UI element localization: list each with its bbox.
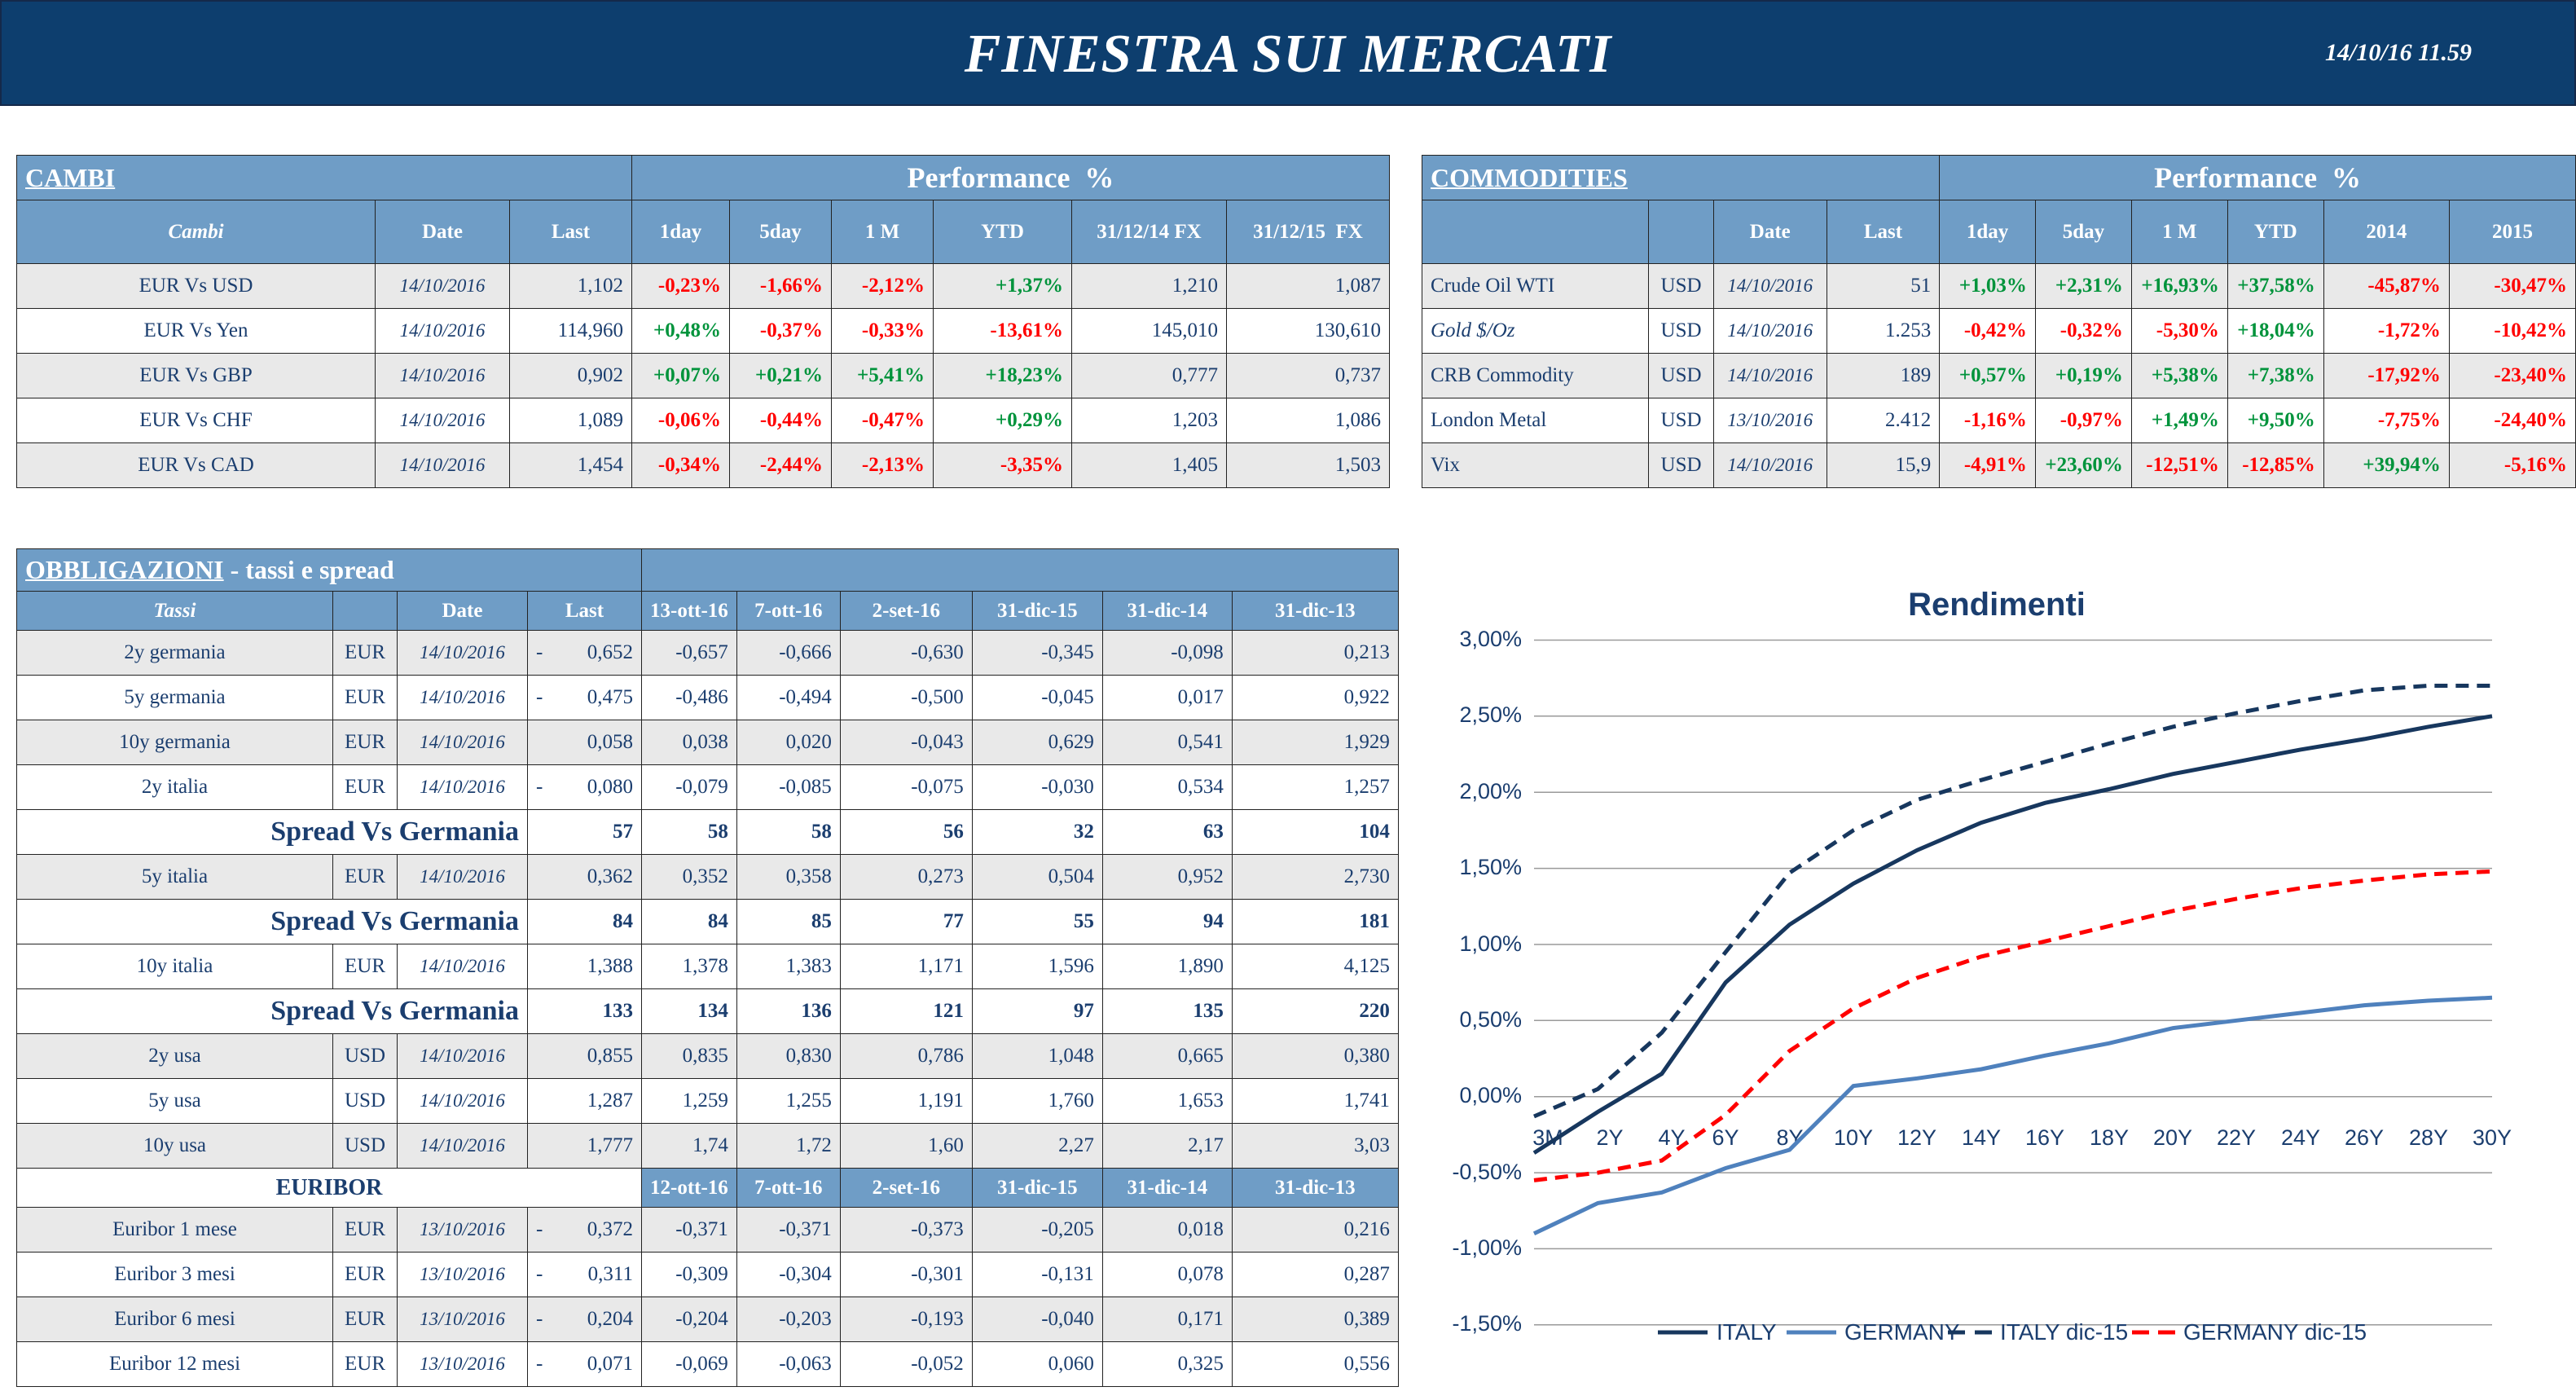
svg-text:14Y: 14Y <box>1962 1125 2001 1150</box>
svg-text:16Y: 16Y <box>2025 1125 2064 1150</box>
svg-text:26Y: 26Y <box>2345 1125 2384 1150</box>
svg-text:20Y: 20Y <box>2153 1125 2192 1150</box>
svg-text:30Y: 30Y <box>2473 1125 2512 1150</box>
svg-text:-1,00%: -1,00% <box>1452 1235 1522 1260</box>
svg-text:3,00%: 3,00% <box>1459 627 1522 651</box>
svg-text:18Y: 18Y <box>2090 1125 2129 1150</box>
svg-text:22Y: 22Y <box>2217 1125 2256 1150</box>
svg-text:28Y: 28Y <box>2409 1125 2448 1150</box>
svg-text:1,00%: 1,00% <box>1459 931 1522 956</box>
svg-text:2Y: 2Y <box>1596 1125 1623 1150</box>
svg-text:12Y: 12Y <box>1897 1125 1936 1150</box>
svg-text:-1,50%: -1,50% <box>1452 1311 1522 1336</box>
svg-text:6Y: 6Y <box>1712 1125 1739 1150</box>
svg-text:2,00%: 2,00% <box>1459 779 1522 803</box>
svg-text:GERMANY: GERMANY <box>1844 1319 1960 1345</box>
svg-text:ITALY: ITALY <box>1717 1319 1777 1345</box>
svg-text:0,50%: 0,50% <box>1459 1007 1522 1032</box>
svg-text:10Y: 10Y <box>1834 1125 1873 1150</box>
svg-text:-0,50%: -0,50% <box>1452 1160 1522 1184</box>
svg-text:GERMANY dic-15: GERMANY dic-15 <box>2183 1319 2367 1345</box>
svg-text:1,50%: 1,50% <box>1459 855 1522 879</box>
svg-text:24Y: 24Y <box>2281 1125 2320 1150</box>
svg-text:0,00%: 0,00% <box>1459 1083 1522 1107</box>
svg-text:ITALY dic-15: ITALY dic-15 <box>2000 1319 2128 1345</box>
svg-text:2,50%: 2,50% <box>1459 702 1522 727</box>
